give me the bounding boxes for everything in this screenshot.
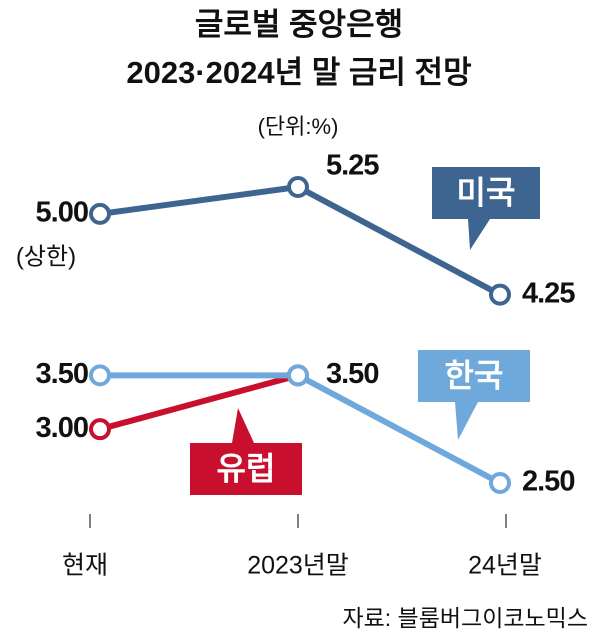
point bbox=[89, 364, 111, 387]
x-tick-label: 24년말 bbox=[468, 552, 542, 580]
legend-box bbox=[418, 350, 530, 402]
x-tick-label: 현재 bbox=[62, 552, 108, 580]
unit-label: (단위:%) bbox=[258, 114, 339, 139]
annotation: (상한) bbox=[16, 243, 76, 270]
point bbox=[89, 202, 111, 225]
legend-tail bbox=[468, 219, 490, 250]
chart-title: 글로벌 중앙은행 bbox=[195, 7, 403, 42]
point bbox=[287, 364, 309, 387]
data-label: 5.25 bbox=[326, 150, 379, 182]
chart-subtitle: 2023·2024년 말 금리 전망 bbox=[126, 55, 471, 90]
data-label: 3.00 bbox=[36, 412, 88, 444]
legend-box bbox=[190, 443, 302, 495]
point bbox=[489, 472, 511, 494]
point bbox=[89, 418, 111, 441]
data-label: 4.25 bbox=[522, 277, 575, 309]
legend-box bbox=[432, 167, 540, 219]
data-label: 2.50 bbox=[522, 466, 574, 498]
x-tick-label: 2023년말 bbox=[247, 552, 349, 580]
legend-tail bbox=[455, 402, 478, 440]
legend-label: 미국 bbox=[457, 174, 516, 210]
data-label: 3.50 bbox=[326, 358, 378, 390]
data-label: 5.00 bbox=[36, 197, 88, 229]
legend-tail bbox=[232, 408, 254, 443]
legend-label: 한국 bbox=[445, 357, 504, 393]
point bbox=[287, 176, 309, 198]
point bbox=[489, 283, 511, 306]
line bbox=[99, 372, 299, 433]
data-label: 3.50 bbox=[36, 358, 88, 390]
source: 자료: 블룸버그이코노믹스 bbox=[342, 605, 588, 631]
legend-label: 유럽 bbox=[217, 450, 276, 486]
